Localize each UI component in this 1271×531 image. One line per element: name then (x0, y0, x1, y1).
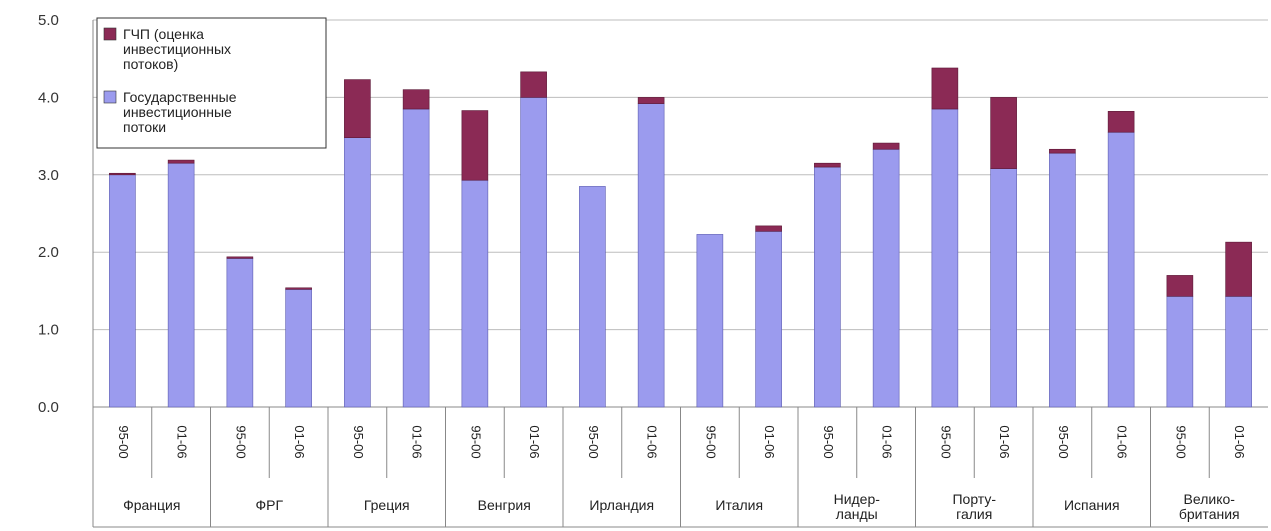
bar-public-investment (755, 231, 782, 408)
legend-entry-public-label: Государственные инвестиционные потоки (123, 89, 237, 135)
bar-public-investment (1166, 296, 1194, 408)
period-label: 95-00 (821, 425, 836, 458)
bar-public-investment (1049, 152, 1076, 408)
bar-ppp-estimate (755, 225, 782, 232)
bar-public-investment (226, 258, 254, 408)
period-label: 01-06 (880, 425, 895, 458)
y-tick-label: 4.0 (38, 89, 59, 106)
period-label: 95-00 (703, 425, 718, 458)
bar-public-investment (344, 137, 371, 408)
bar-public-investment (814, 166, 841, 408)
period-label: 01-06 (762, 425, 777, 458)
period-label: 95-00 (351, 425, 366, 458)
bar-public-investment (637, 103, 665, 408)
period-label: 95-00 (233, 425, 248, 458)
legend-box (96, 17, 327, 149)
bar-ppp-estimate (1107, 111, 1135, 133)
legend-entry-ppp-label: ГЧП (оценка инвестиционных потоков) (123, 26, 231, 72)
bar-public-investment (872, 148, 900, 408)
bar-ppp-estimate (1049, 148, 1076, 154)
bar-public-investment (579, 186, 606, 408)
country-label: ФРГ (255, 497, 283, 513)
bar-public-investment (402, 108, 430, 408)
bar-public-investment (1107, 131, 1135, 408)
period-label: 01-06 (527, 425, 542, 458)
bar-public-investment (696, 234, 724, 408)
bar-public-investment (990, 168, 1017, 408)
country-label: Испания (1064, 497, 1120, 513)
bar-public-investment (167, 162, 195, 408)
period-label: 95-00 (116, 425, 131, 458)
period-label: 01-06 (1115, 425, 1130, 458)
period-label: 01-06 (292, 425, 307, 458)
country-label: Ирландия (589, 497, 654, 513)
bar-public-investment (109, 174, 136, 408)
bar-ppp-estimate (167, 159, 195, 164)
bar-ppp-estimate (285, 287, 312, 290)
legend-entry-ppp-swatch (103, 27, 117, 41)
country-label: Франция (123, 497, 180, 513)
y-tick-label: 2.0 (38, 244, 59, 261)
bars (109, 67, 1252, 408)
bar-public-investment (931, 108, 959, 408)
period-label: 01-06 (997, 425, 1012, 458)
period-label: 95-00 (1056, 425, 1071, 458)
y-tick-label: 1.0 (38, 322, 59, 339)
bar-public-investment (520, 97, 547, 408)
period-label: 95-00 (586, 425, 601, 458)
country-label: Велико-британия (1179, 491, 1240, 522)
period-label: 01-06 (410, 425, 425, 458)
legend: ГЧП (оценка инвестиционных потоков) Государ… (96, 17, 327, 149)
country-label: Греция (364, 497, 410, 513)
country-label: Порту-галия (952, 491, 996, 522)
period-label: 01-06 (645, 425, 660, 458)
bar-ppp-estimate (461, 110, 489, 181)
x-axis: 95-00 01-06 95-00 01-06 95-00 01-06 95-00 01-06… (92, 20, 1268, 528)
bar-ppp-estimate (402, 89, 430, 110)
period-label: 01-06 (1232, 425, 1247, 458)
bar-ppp-estimate (990, 97, 1017, 169)
country-label: Италия (715, 497, 763, 513)
bar-ppp-estimate (931, 67, 959, 110)
country-label: Нидер-ланды (834, 491, 881, 522)
y-tick-label: 0.0 (38, 399, 59, 416)
bar-ppp-estimate (1166, 275, 1194, 297)
bar-ppp-estimate (1225, 241, 1252, 297)
bar-ppp-estimate (520, 71, 547, 98)
bar-public-investment (285, 289, 312, 408)
bar-public-investment (461, 179, 489, 408)
legend-entry-public-swatch (103, 90, 117, 104)
bar-ppp-estimate (344, 79, 371, 138)
period-label: 95-00 (938, 425, 953, 458)
period-label: 01-06 (175, 425, 190, 458)
country-label: Венгрия (478, 497, 531, 513)
period-label: 95-00 (1173, 425, 1188, 458)
period-label: 95-00 (468, 425, 483, 458)
bar-ppp-estimate (637, 97, 665, 104)
bar-public-investment (1225, 296, 1252, 408)
y-axis: 0.0 1.0 2.0 3.0 4.0 5.0 (38, 12, 59, 416)
bar-ppp-estimate (872, 142, 900, 150)
y-tick-label: 5.0 (38, 12, 59, 29)
bar-ppp-estimate (226, 256, 254, 259)
y-tick-label: 3.0 (38, 167, 59, 184)
bar-ppp-estimate (814, 162, 841, 168)
bar-ppp-estimate (109, 172, 136, 176)
